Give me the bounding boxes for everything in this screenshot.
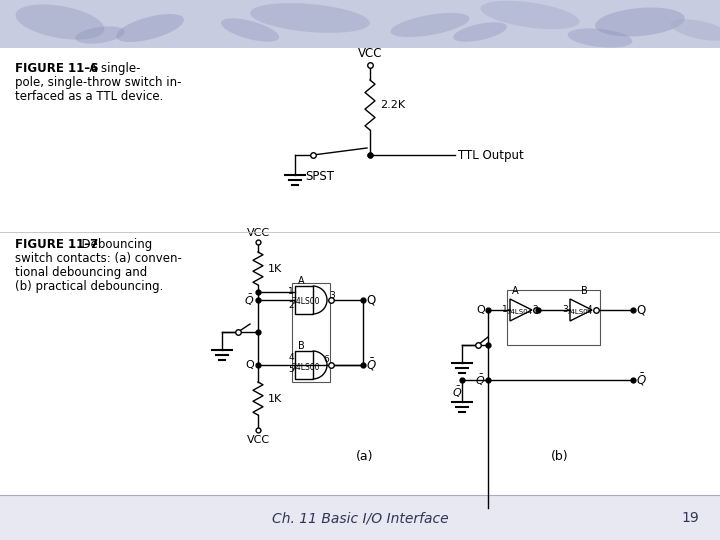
Text: FIGURE 11–6: FIGURE 11–6 [15,62,99,75]
Ellipse shape [221,18,279,42]
Text: SPST: SPST [305,170,334,183]
Text: A: A [297,276,305,286]
Text: 1K: 1K [268,394,282,403]
Text: $\bar{Q}$: $\bar{Q}$ [243,292,254,308]
Polygon shape [570,299,592,321]
Text: FIGURE 11–7: FIGURE 11–7 [15,238,98,251]
Text: Q: Q [636,303,645,316]
Ellipse shape [251,3,370,33]
Ellipse shape [453,22,507,42]
Text: 1: 1 [503,306,508,314]
Ellipse shape [567,29,632,48]
Text: terfaced as a TTL device.: terfaced as a TTL device. [15,90,163,103]
Text: B: B [580,286,588,296]
Text: 3: 3 [329,291,335,300]
Text: 6: 6 [323,355,329,364]
Ellipse shape [390,13,469,37]
Text: (b): (b) [552,450,569,463]
Bar [0,495,720,540]
Ellipse shape [16,4,104,39]
Text: VCC: VCC [246,228,269,238]
Text: A: A [512,286,518,296]
Text: TTL Output: TTL Output [458,148,523,161]
Text: VCC: VCC [358,47,382,60]
Text: 4: 4 [586,306,592,314]
Text: 5: 5 [288,366,294,375]
Ellipse shape [670,19,720,41]
Text: A single-: A single- [78,62,140,75]
Text: switch contacts: (a) conven-: switch contacts: (a) conven- [15,252,182,265]
Text: 1K: 1K [268,264,282,273]
Text: Q: Q [246,360,254,370]
Text: (a): (a) [356,450,374,463]
Text: 1: 1 [288,287,294,296]
Text: $\bar{Q}$: $\bar{Q}$ [636,372,647,388]
Text: 74LS00: 74LS00 [292,298,320,307]
Text: $\bar{Q}$: $\bar{Q}$ [474,373,485,388]
Bar [507,290,600,345]
Text: 74LS00: 74LS00 [292,362,320,372]
Bar [292,283,330,382]
Bar [0,48,720,495]
Text: 2: 2 [532,306,538,314]
Text: B: B [297,341,305,351]
Text: VCC: VCC [246,435,269,445]
Text: Q: Q [366,294,375,307]
Ellipse shape [480,1,580,29]
Text: (b) practical debouncing.: (b) practical debouncing. [15,280,163,293]
Text: Debouncing: Debouncing [74,238,152,251]
Bar [295,286,312,314]
Text: Ch. 11 Basic I/O Interface: Ch. 11 Basic I/O Interface [271,511,449,525]
Text: 2: 2 [289,300,294,309]
Text: 2.2K: 2.2K [380,100,405,110]
Ellipse shape [595,8,685,37]
Text: pole, single-throw switch in-: pole, single-throw switch in- [15,76,181,89]
Text: tional debouncing and: tional debouncing and [15,266,148,279]
Text: 19: 19 [681,511,699,525]
Text: 74LS04: 74LS04 [567,309,593,315]
Text: $\bar{Q}$: $\bar{Q}$ [451,385,462,400]
Text: Q: Q [476,305,485,315]
Text: 74LS04: 74LS04 [507,309,533,315]
Bar [295,351,312,379]
Ellipse shape [75,26,125,44]
Text: $\bar{Q}$: $\bar{Q}$ [366,357,377,373]
Text: 4: 4 [289,353,294,361]
Polygon shape [510,299,532,321]
Ellipse shape [116,14,184,42]
Text: 3: 3 [562,306,568,314]
